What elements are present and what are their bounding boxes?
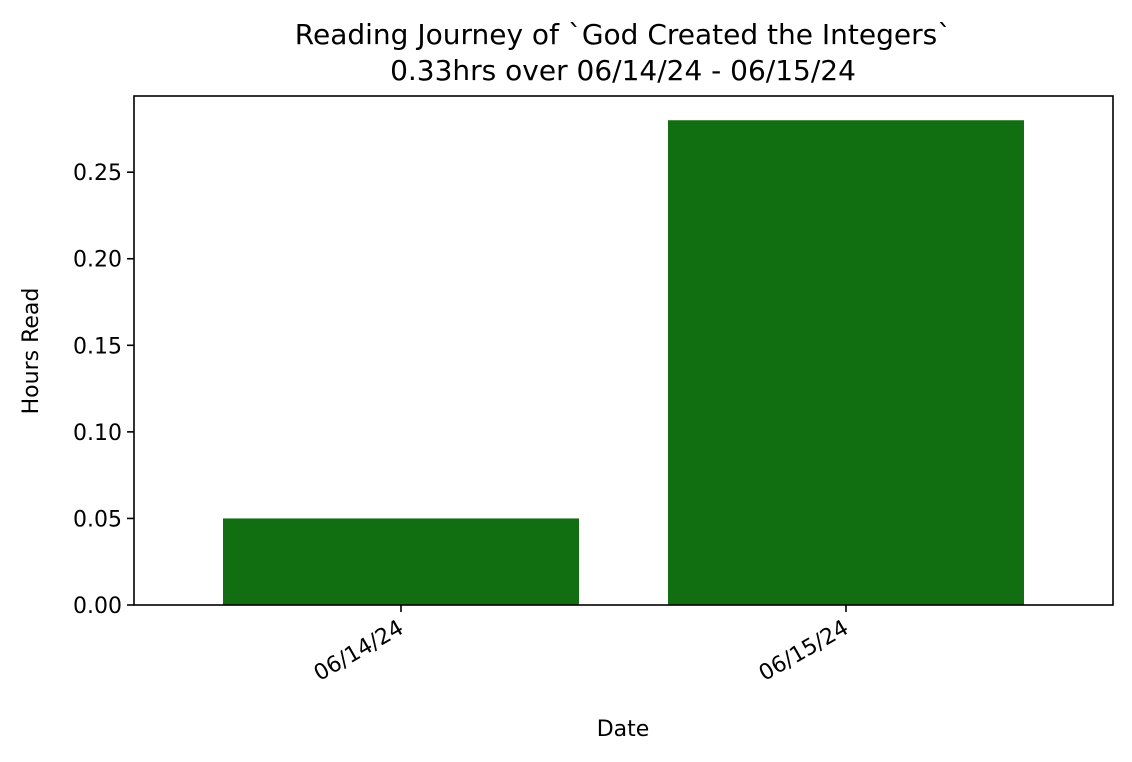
chart-title: Reading Journey of `God Created the Inte… [295,18,951,51]
x-axis-label: Date [597,717,650,742]
y-tick-label: 0.05 [73,507,122,532]
y-tick-label: 0.20 [73,248,122,273]
x-axis: 06/14/24 06/15/24 [310,605,853,687]
y-axis-label: Hours Read [19,288,44,415]
chart-subtitle: 0.33hrs over 06/14/24 - 06/15/24 [390,54,856,87]
bar-06-14-24 [223,518,579,605]
y-tick-label: 0.15 [73,334,122,359]
bars-group [223,120,1024,605]
x-tick-label: 06/15/24 [755,616,853,687]
x-tick-label: 06/14/24 [310,616,408,687]
y-axis: 0.00 0.05 0.10 0.15 0.20 0.25 [73,161,134,619]
y-tick-label: 0.00 [73,594,122,619]
bar-06-15-24 [668,120,1024,605]
y-tick-label: 0.10 [73,421,122,446]
plot-area-frame [133,95,1114,606]
y-tick-label: 0.25 [73,161,122,186]
